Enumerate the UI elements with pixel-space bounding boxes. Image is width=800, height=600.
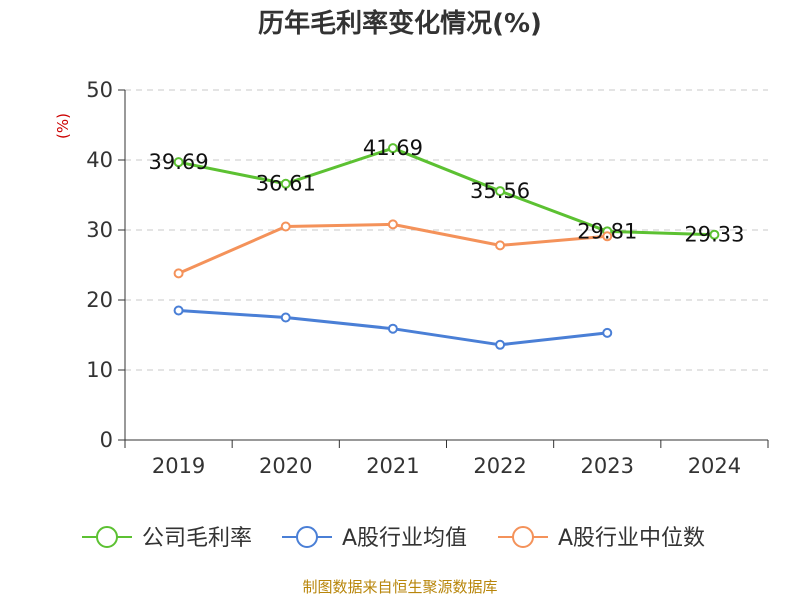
data-point [495,186,506,197]
data-point [495,339,506,350]
legend-label-1: A股行业均值 [342,526,467,551]
data-point [387,143,398,154]
data-label: 29.33 [684,223,744,247]
data-point [280,221,291,232]
legend: 公司毛利率 A股行业均值 A股行业中位数 [82,526,705,551]
x-tick-label: 2022 [473,454,526,478]
data-labels: 39.69 36.61 41.69 35.56 29.81 29.33 [149,136,745,247]
data-point [280,178,291,189]
x-tick-label: 2024 [688,454,741,478]
data-source-note: 制图数据来自恒生聚源数据库 [302,578,497,596]
series-line-2 [177,222,608,275]
data-point [173,305,184,316]
data-point [602,327,613,338]
y-tick-label: 40 [86,148,113,172]
legend-label-0: 公司毛利率 [142,526,252,551]
x-tick-label: 2021 [366,454,419,478]
y-tick-label: 0 [100,428,113,452]
x-tick-label: 2020 [259,454,312,478]
x-tick-label: 2019 [152,454,205,478]
data-label: 29.81 [577,219,637,243]
legend-marker-0 [96,526,118,548]
data-point [387,219,398,230]
data-point [280,312,291,323]
y-tick-label: 30 [86,218,113,242]
legend-label-2: A股行业中位数 [558,526,705,551]
x-tick-label: 2023 [581,454,634,478]
data-point [495,240,506,251]
legend-marker-2 [512,526,534,548]
data-label: 41.69 [363,136,423,160]
data-label: 36.61 [256,172,316,196]
data-label: 35.56 [470,179,530,203]
legend-marker-1 [296,526,318,548]
data-point [173,157,184,168]
chart-title: 历年毛利率变化情况(%) [258,8,542,39]
axes: 0 10 20 30 40 50 2019 2020 2021 2022 2023 2024 [86,78,769,478]
y-tick-label: 10 [86,358,113,382]
data-point [173,268,184,279]
series-line-0 [178,146,715,237]
y-tick-label: 20 [86,288,113,312]
data-label: 39.69 [149,150,209,174]
series-lines [173,143,720,350]
y-axis-unit-label: (%) [54,113,72,139]
data-point [709,229,720,240]
y-tick-label: 50 [86,78,113,102]
data-point [387,323,398,334]
grid-lines [125,89,768,371]
data-point [602,231,613,242]
